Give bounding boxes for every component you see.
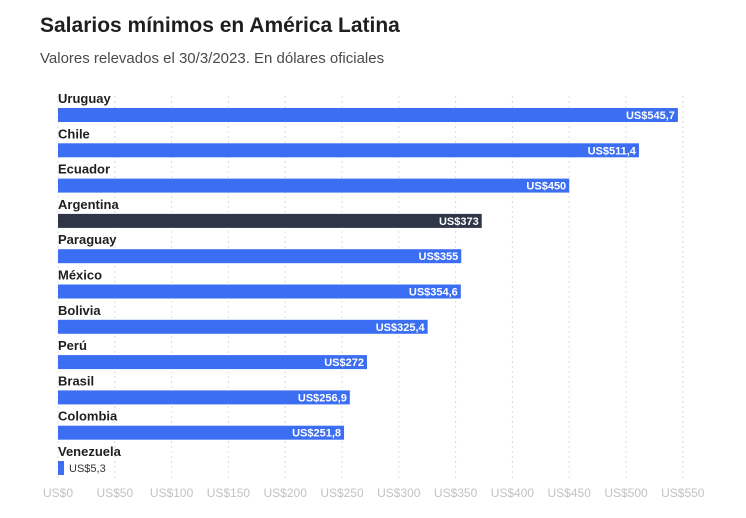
category-label: Bolivia <box>58 303 101 318</box>
bar <box>58 355 367 370</box>
bar <box>58 108 678 122</box>
category-label: México <box>58 268 102 283</box>
bar-row: Perú US$272 <box>58 338 367 370</box>
bar-row: Bolivia US$325,4 <box>58 303 428 334</box>
category-label: Perú <box>58 338 87 353</box>
bar-row: Uruguay US$545,7 <box>58 91 678 122</box>
category-label: Colombia <box>58 409 118 424</box>
bar <box>58 425 345 440</box>
data-label: US$450 <box>526 181 566 193</box>
bar <box>58 249 462 264</box>
x-tick-label: US$550 <box>661 486 705 500</box>
category-label: Argentina <box>58 197 119 212</box>
bar-row: México US$354,6 <box>58 268 461 299</box>
bar <box>58 390 350 405</box>
x-tick-label: US$450 <box>548 486 592 500</box>
x-tick-label: US$200 <box>264 486 308 500</box>
x-tick-label: US$350 <box>434 486 478 500</box>
data-label: US$511,4 <box>588 145 637 157</box>
bar <box>58 461 65 475</box>
data-label: US$355 <box>419 251 459 263</box>
bar-row: Colombia US$251,8 <box>58 409 345 440</box>
x-axis: US$0 US$50 US$100 US$150 US$200 US$250 US$300 U… <box>43 486 705 500</box>
chart-subtitle: Valores relevados el 30/3/2023. En dólar… <box>40 50 385 67</box>
category-label: Chile <box>58 126 90 141</box>
data-label: US$256,9 <box>298 392 347 404</box>
data-label: US$373 <box>439 216 479 228</box>
x-tick-label: US$500 <box>604 486 648 500</box>
x-tick-label: US$0 <box>43 486 73 500</box>
x-tick-label: US$300 <box>377 486 421 500</box>
bar <box>58 143 639 158</box>
bar <box>58 284 461 299</box>
bar-row: Paraguay US$355 <box>58 232 462 264</box>
data-label: US$251,8 <box>292 428 341 440</box>
chart-title: Salarios mínimos en América Latina <box>40 14 400 37</box>
category-label: Venezuela <box>58 444 122 459</box>
bar-row: Argentina US$373 <box>58 197 482 228</box>
x-tick-label: US$100 <box>150 486 194 500</box>
x-tick-label: US$250 <box>320 486 364 500</box>
data-label: US$325,4 <box>376 322 426 334</box>
bar <box>58 319 428 334</box>
category-label: Brasil <box>58 373 94 388</box>
category-label: Uruguay <box>58 91 112 106</box>
bar <box>58 213 482 228</box>
data-label: US$272 <box>324 357 364 369</box>
category-label: Paraguay <box>58 232 117 247</box>
data-label: US$545,7 <box>626 110 675 122</box>
bar-row: Brasil US$256,9 <box>58 373 350 405</box>
bar-row: Chile US$511,4 <box>58 126 639 158</box>
x-tick-label: US$400 <box>491 486 535 500</box>
bar <box>58 178 570 193</box>
data-label: US$5,3 <box>69 463 106 475</box>
x-tick-label: US$150 <box>207 486 251 500</box>
category-label: Ecuador <box>58 162 110 177</box>
bar-row: Ecuador US$450 <box>58 162 570 193</box>
x-tick-label: US$50 <box>96 486 133 500</box>
bar-row: Venezuela US$5,3 <box>58 444 122 475</box>
data-label: US$354,6 <box>409 287 458 299</box>
bars: Uruguay US$545,7 Chile US$511,4 Ecuador US$45… <box>58 91 678 475</box>
